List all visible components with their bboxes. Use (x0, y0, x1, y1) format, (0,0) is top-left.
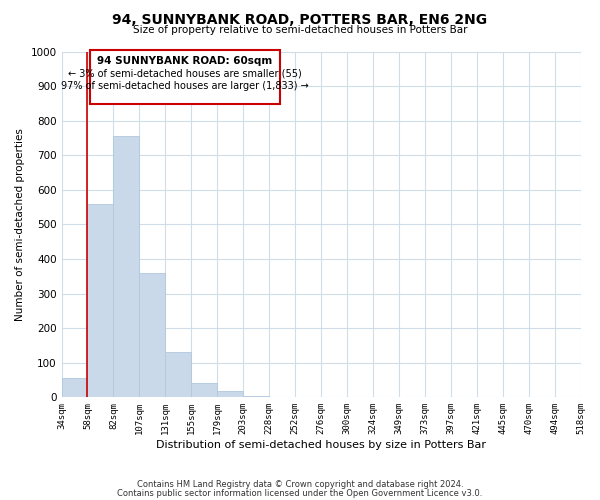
FancyBboxPatch shape (90, 50, 280, 104)
Text: Size of property relative to semi-detached houses in Potters Bar: Size of property relative to semi-detach… (133, 25, 467, 35)
X-axis label: Distribution of semi-detached houses by size in Potters Bar: Distribution of semi-detached houses by … (156, 440, 486, 450)
Text: ← 3% of semi-detached houses are smaller (55): ← 3% of semi-detached houses are smaller… (68, 68, 302, 78)
Bar (166, 352, 191, 398)
Text: 94, SUNNYBANK ROAD, POTTERS BAR, EN6 2NG: 94, SUNNYBANK ROAD, POTTERS BAR, EN6 2NG (112, 12, 488, 26)
Text: 97% of semi-detached houses are larger (1,833) →: 97% of semi-detached houses are larger (… (61, 80, 308, 90)
Bar (88, 204, 113, 398)
Text: 94 SUNNYBANK ROAD: 60sqm: 94 SUNNYBANK ROAD: 60sqm (97, 56, 272, 66)
Bar (62, 378, 88, 398)
Text: Contains public sector information licensed under the Open Government Licence v3: Contains public sector information licen… (118, 488, 482, 498)
Bar (139, 273, 166, 398)
Bar (217, 391, 243, 398)
Y-axis label: Number of semi-detached properties: Number of semi-detached properties (15, 128, 25, 321)
Bar (243, 396, 269, 398)
Bar (191, 383, 217, 398)
Text: Contains HM Land Registry data © Crown copyright and database right 2024.: Contains HM Land Registry data © Crown c… (137, 480, 463, 489)
Bar (113, 136, 139, 398)
